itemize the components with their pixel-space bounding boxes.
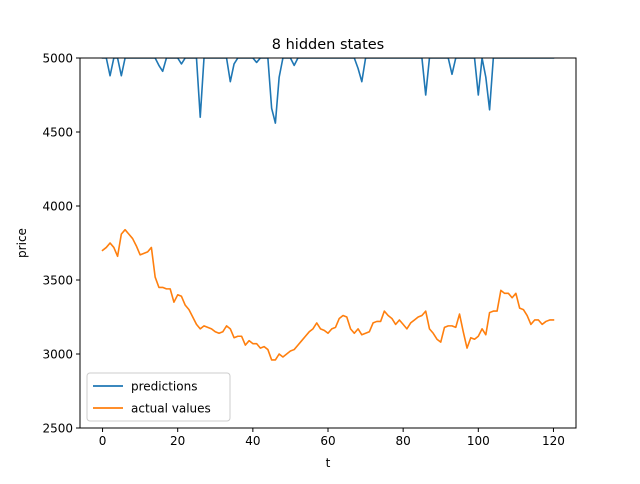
y-tick-label: 5000: [42, 52, 73, 66]
x-tick-label: 0: [99, 434, 107, 448]
y-axis: 2500 3000 3500 4000 4500 5000: [42, 52, 80, 436]
series-line-predictions: [101, 58, 555, 124]
x-axis: 0 20 40 60 80 100 120: [99, 428, 565, 448]
y-tick-label: 3500: [42, 274, 73, 288]
series-layer: [101, 58, 555, 361]
x-tick-label: 80: [396, 434, 411, 448]
y-tick-label: 4000: [42, 200, 73, 214]
legend: predictions actual values: [86, 372, 231, 422]
x-tick-label: 100: [467, 434, 490, 448]
y-tick-label: 3000: [42, 348, 73, 362]
x-axis-label: t: [326, 456, 331, 470]
y-tick-label: 2500: [42, 422, 73, 436]
legend-label-actual-values: actual values: [131, 402, 211, 416]
y-tick-label: 4500: [42, 126, 73, 140]
x-tick-label: 20: [170, 434, 185, 448]
y-axis-label: price: [15, 228, 29, 258]
x-tick-label: 120: [542, 434, 565, 448]
legend-label-predictions: predictions: [131, 380, 197, 394]
legend-box: [86, 372, 231, 422]
x-tick-label: 60: [320, 434, 335, 448]
chart-title: 8 hidden states: [272, 37, 384, 53]
series-line-actual-values: [101, 228, 555, 361]
x-tick-label: 40: [245, 434, 260, 448]
